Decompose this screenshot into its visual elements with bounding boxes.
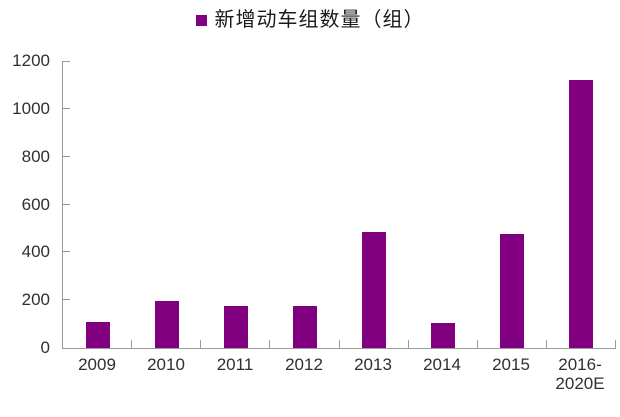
bar-2014: [431, 323, 455, 348]
x-axis-label-2013: 2013: [354, 355, 392, 374]
x-axis-tick-6: [477, 340, 478, 348]
x-axis-tick-2: [200, 340, 201, 348]
x-axis-label-2009: 2009: [78, 355, 116, 374]
x-axis-label-2015: 2015: [492, 355, 530, 374]
y-axis-label-400: 400: [21, 242, 50, 261]
x-axis-tick-7: [546, 340, 547, 348]
x-axis-tick-3: [269, 340, 270, 348]
x-axis-tick-1: [131, 340, 132, 348]
x-axis-label-2014: 2014: [423, 355, 461, 374]
x-axis-tick-8: [615, 340, 616, 348]
legend-label: 新增动车组数量（组）: [214, 9, 425, 31]
legend-swatch: [195, 14, 207, 26]
y-axis-label-800: 800: [21, 147, 50, 166]
y-axis-label-1200: 1200: [12, 51, 50, 70]
bar-2012: [293, 306, 317, 348]
y-axis-tick-1200: [63, 61, 70, 62]
y-axis-label-200: 200: [21, 290, 50, 309]
bar-2016-2020E: [569, 80, 593, 348]
bar-2009: [86, 322, 110, 348]
x-axis-label-2010: 2010: [147, 355, 185, 374]
y-axis-tick-1000: [63, 108, 70, 109]
bar-2010: [155, 301, 179, 348]
x-axis-label-2012: 2012: [285, 355, 323, 374]
bar-2013: [362, 232, 386, 348]
y-axis-label-0: 0: [40, 338, 50, 357]
bar-2015: [500, 234, 524, 348]
chart-legend: 新增动车组数量（组）: [0, 8, 620, 32]
y-axis-label-600: 600: [21, 195, 50, 214]
bar-2011: [224, 306, 248, 348]
plot-area: [62, 61, 616, 349]
y-axis-tick-600: [63, 204, 70, 205]
x-axis-label-2011: 2011: [216, 355, 254, 374]
y-axis-label-1000: 1000: [12, 99, 50, 118]
y-axis-tick-800: [63, 156, 70, 157]
x-axis-tick-5: [408, 340, 409, 348]
y-axis-tick-400: [63, 251, 70, 252]
x-axis-label-2016-2020E: 2016- 2020E: [555, 355, 605, 393]
x-axis-tick-4: [339, 340, 340, 348]
y-axis-tick-200: [63, 299, 70, 300]
